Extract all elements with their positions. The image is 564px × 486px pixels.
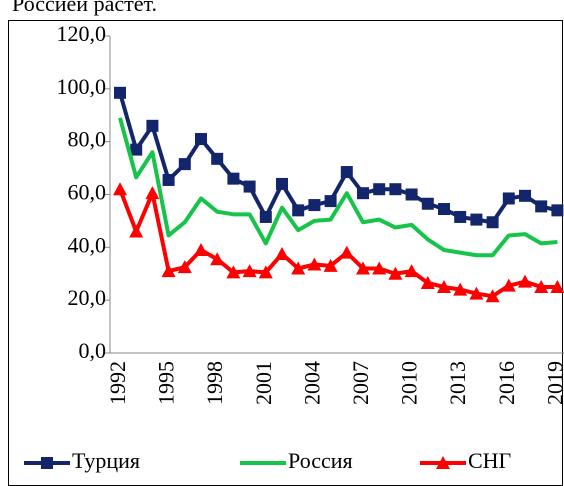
marker (389, 183, 402, 196)
marker (485, 289, 500, 303)
marker (113, 182, 127, 196)
marker (323, 258, 338, 272)
legend-label: СНГ (468, 448, 512, 473)
marker (372, 261, 387, 275)
marker (339, 245, 354, 259)
y-tick-label: 100,0 (57, 74, 107, 99)
legend-label: Турция (72, 448, 140, 473)
x-tick-label: 2010 (397, 361, 422, 405)
marker (534, 279, 549, 293)
marker (308, 199, 321, 212)
marker (292, 204, 305, 217)
marker (243, 180, 256, 193)
marker (404, 264, 419, 278)
marker (161, 264, 176, 278)
marker (501, 278, 516, 292)
caption: Россией растет. (12, 0, 157, 16)
series-line (118, 92, 558, 225)
plot-area (105, 35, 564, 354)
marker (356, 261, 370, 275)
marker (227, 172, 240, 185)
marker (550, 279, 564, 293)
x-tick-label: 2007 (348, 361, 373, 405)
legend-marker (436, 456, 450, 469)
marker (129, 224, 144, 238)
x-tick-label: 2019 (542, 361, 564, 405)
y-tick-label: 0,0 (79, 338, 107, 363)
marker (437, 279, 451, 293)
marker (519, 189, 531, 202)
marker (324, 195, 337, 208)
y-tick-label: 20,0 (68, 285, 107, 310)
x-tick-label: 1992 (105, 361, 130, 405)
marker (194, 242, 208, 256)
marker (242, 264, 257, 278)
marker (211, 152, 224, 165)
legend-marker (41, 457, 53, 469)
marker (258, 265, 273, 279)
legend-label: Россия (288, 448, 353, 473)
y-tick-label: 60,0 (68, 180, 107, 205)
x-tick-label: 2004 (299, 361, 324, 405)
marker (421, 197, 434, 210)
x-tick-label: 1998 (202, 361, 227, 405)
x-tick-label: 2001 (251, 361, 276, 405)
marker (114, 86, 126, 99)
marker (454, 210, 467, 223)
y-tick-label: 40,0 (68, 232, 107, 257)
marker (146, 119, 159, 132)
marker (291, 261, 306, 275)
marker (226, 265, 241, 279)
marker (275, 246, 289, 260)
marker (178, 158, 191, 171)
marker (276, 177, 288, 190)
marker (373, 183, 386, 196)
marker (405, 188, 418, 201)
marker (357, 187, 369, 200)
x-tick-label: 2013 (445, 361, 470, 405)
y-tick-label: 120,0 (57, 21, 107, 46)
marker (210, 252, 225, 266)
marker (470, 213, 483, 226)
marker (502, 192, 515, 205)
marker (486, 216, 499, 229)
marker (162, 173, 175, 186)
marker (388, 266, 403, 280)
y-tick-label: 80,0 (68, 127, 107, 152)
marker (551, 204, 564, 217)
marker (518, 274, 532, 288)
x-tick-label: 1995 (154, 361, 179, 405)
marker (259, 210, 272, 223)
marker (453, 282, 468, 296)
series-line (118, 117, 558, 258)
marker (420, 275, 435, 289)
marker (340, 166, 353, 179)
marker (307, 257, 322, 271)
marker (195, 133, 207, 146)
marker (130, 143, 143, 156)
marker (438, 203, 450, 216)
marker (469, 286, 484, 300)
x-tick-label: 2016 (494, 361, 519, 405)
marker (535, 200, 548, 213)
marker (145, 186, 160, 200)
series-line (118, 188, 558, 299)
marker (177, 260, 192, 274)
